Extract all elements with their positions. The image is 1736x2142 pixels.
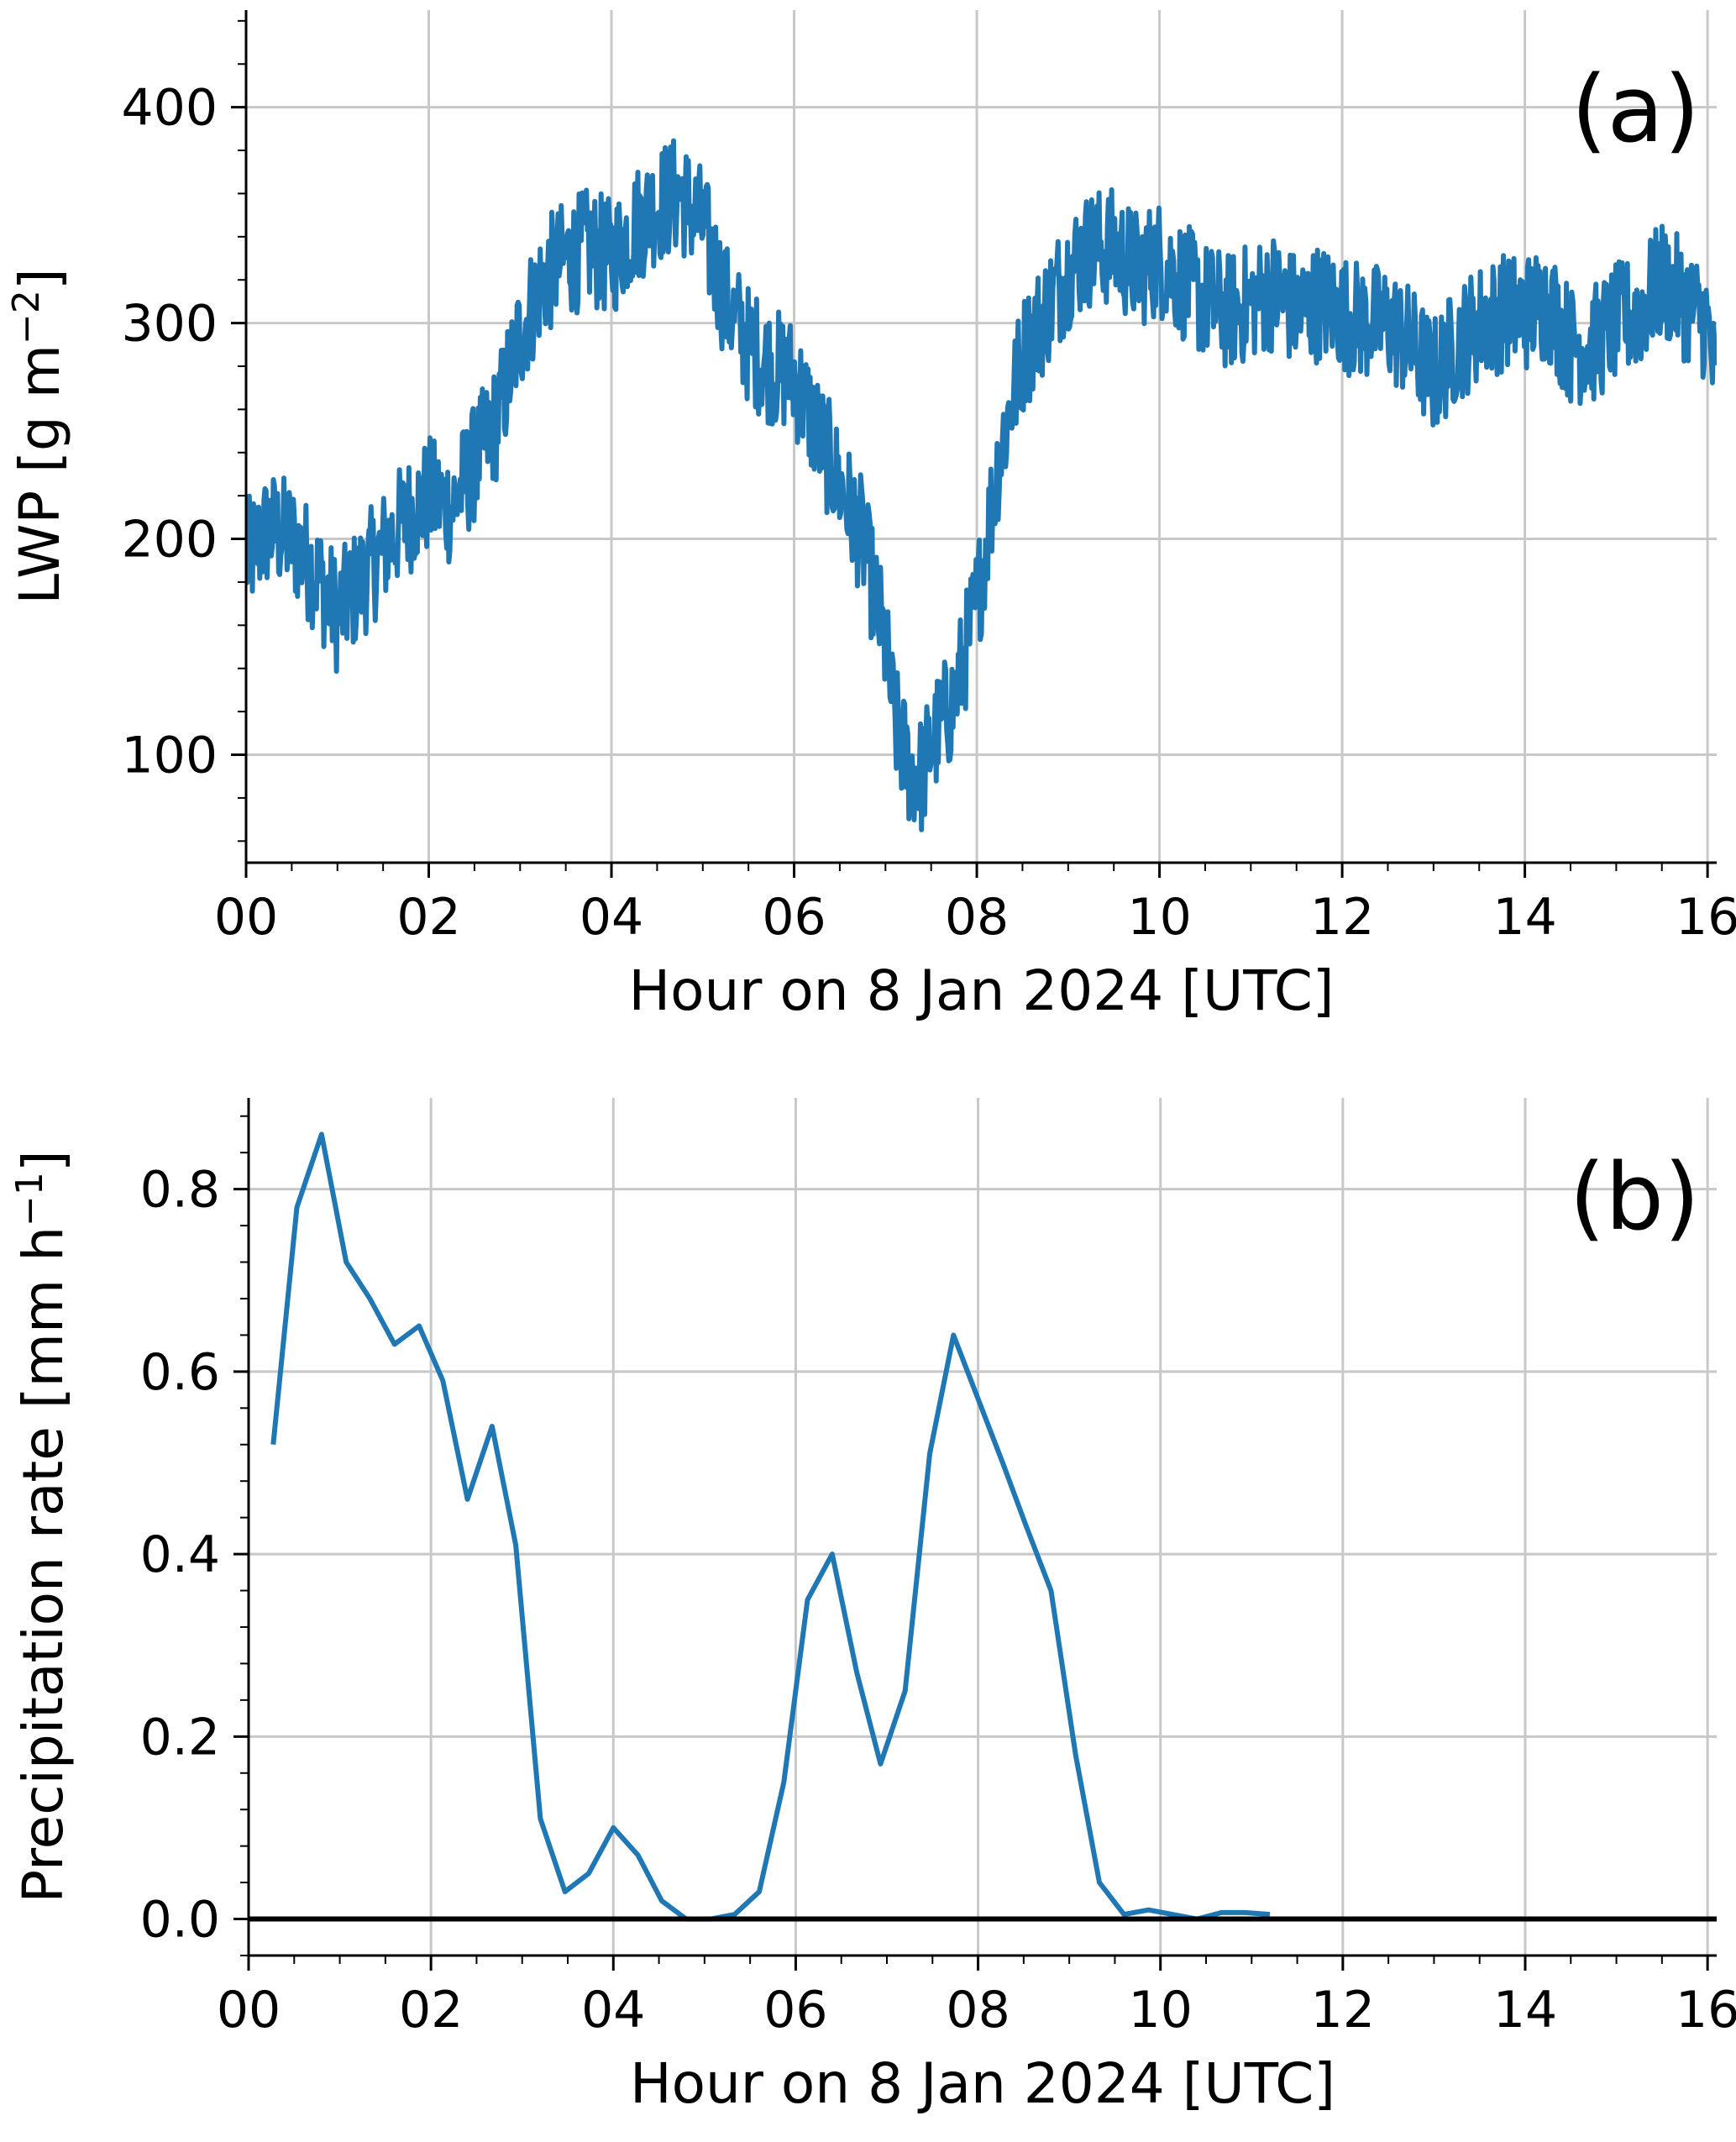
- x-tick-label: 10: [1127, 888, 1191, 947]
- x-tick-label: 08: [945, 888, 1009, 947]
- panel-a-lwp-chart: 00 02 04 06 08 10 12 14 16 100 200 300 400 Hour on 8 …: [5, 10, 1736, 1023]
- x-tick-label: 04: [580, 888, 643, 947]
- x-tick-label: 00: [214, 888, 278, 947]
- x-tick-label: 10: [1129, 1981, 1193, 2040]
- x-tick-label: 04: [581, 1981, 645, 2040]
- x-tick-label: 02: [399, 1981, 463, 2040]
- x-tick-label: 12: [1311, 1981, 1375, 2040]
- y-tick-label: 200: [121, 511, 218, 570]
- x-tick-label: 14: [1492, 888, 1556, 947]
- x-tick-label: 06: [762, 888, 826, 947]
- x-tick-label: 16: [1676, 1981, 1736, 2040]
- x-axis-label: Hour on 8 Jan 2024 [UTC]: [630, 2051, 1335, 2116]
- x-tick-label: 08: [946, 1981, 1010, 2040]
- y-tick-label: 400: [121, 79, 218, 138]
- y-tick-label: 0.8: [140, 1161, 220, 1220]
- panel-b-precipitation-chart: 00 02 04 06 08 10 12 14 16 0.0 0.2 0.4 0.6 0.8 Hour on…: [8, 1098, 1736, 2116]
- y-tick-label: 100: [121, 727, 218, 785]
- x-tick-label: 14: [1493, 1981, 1557, 2040]
- y-tick-label: 0.2: [140, 1708, 220, 1767]
- y-tick-label: 0.6: [140, 1343, 220, 1402]
- x-tick-label: 16: [1676, 888, 1736, 947]
- series-line: [246, 138, 1717, 832]
- y-axis-label: Precipitation rate [mm h−1]: [8, 1150, 76, 1903]
- panel-label: (a): [1571, 55, 1700, 163]
- series-line: [270, 1131, 1271, 1922]
- y-tick-label: 0.4: [140, 1525, 220, 1584]
- x-axis-label: Hour on 8 Jan 2024 [UTC]: [628, 958, 1334, 1023]
- x-tick-label: 00: [217, 1981, 281, 2040]
- x-tick-label: 02: [396, 888, 460, 947]
- panel-label: (b): [1569, 1143, 1700, 1251]
- y-tick-label: 300: [121, 295, 218, 354]
- x-tick-label: 12: [1310, 888, 1374, 947]
- x-tick-label: 06: [763, 1981, 827, 2040]
- y-axis-label: LWP [g m−2]: [5, 268, 72, 604]
- y-tick-label: 0.0: [140, 1891, 220, 1950]
